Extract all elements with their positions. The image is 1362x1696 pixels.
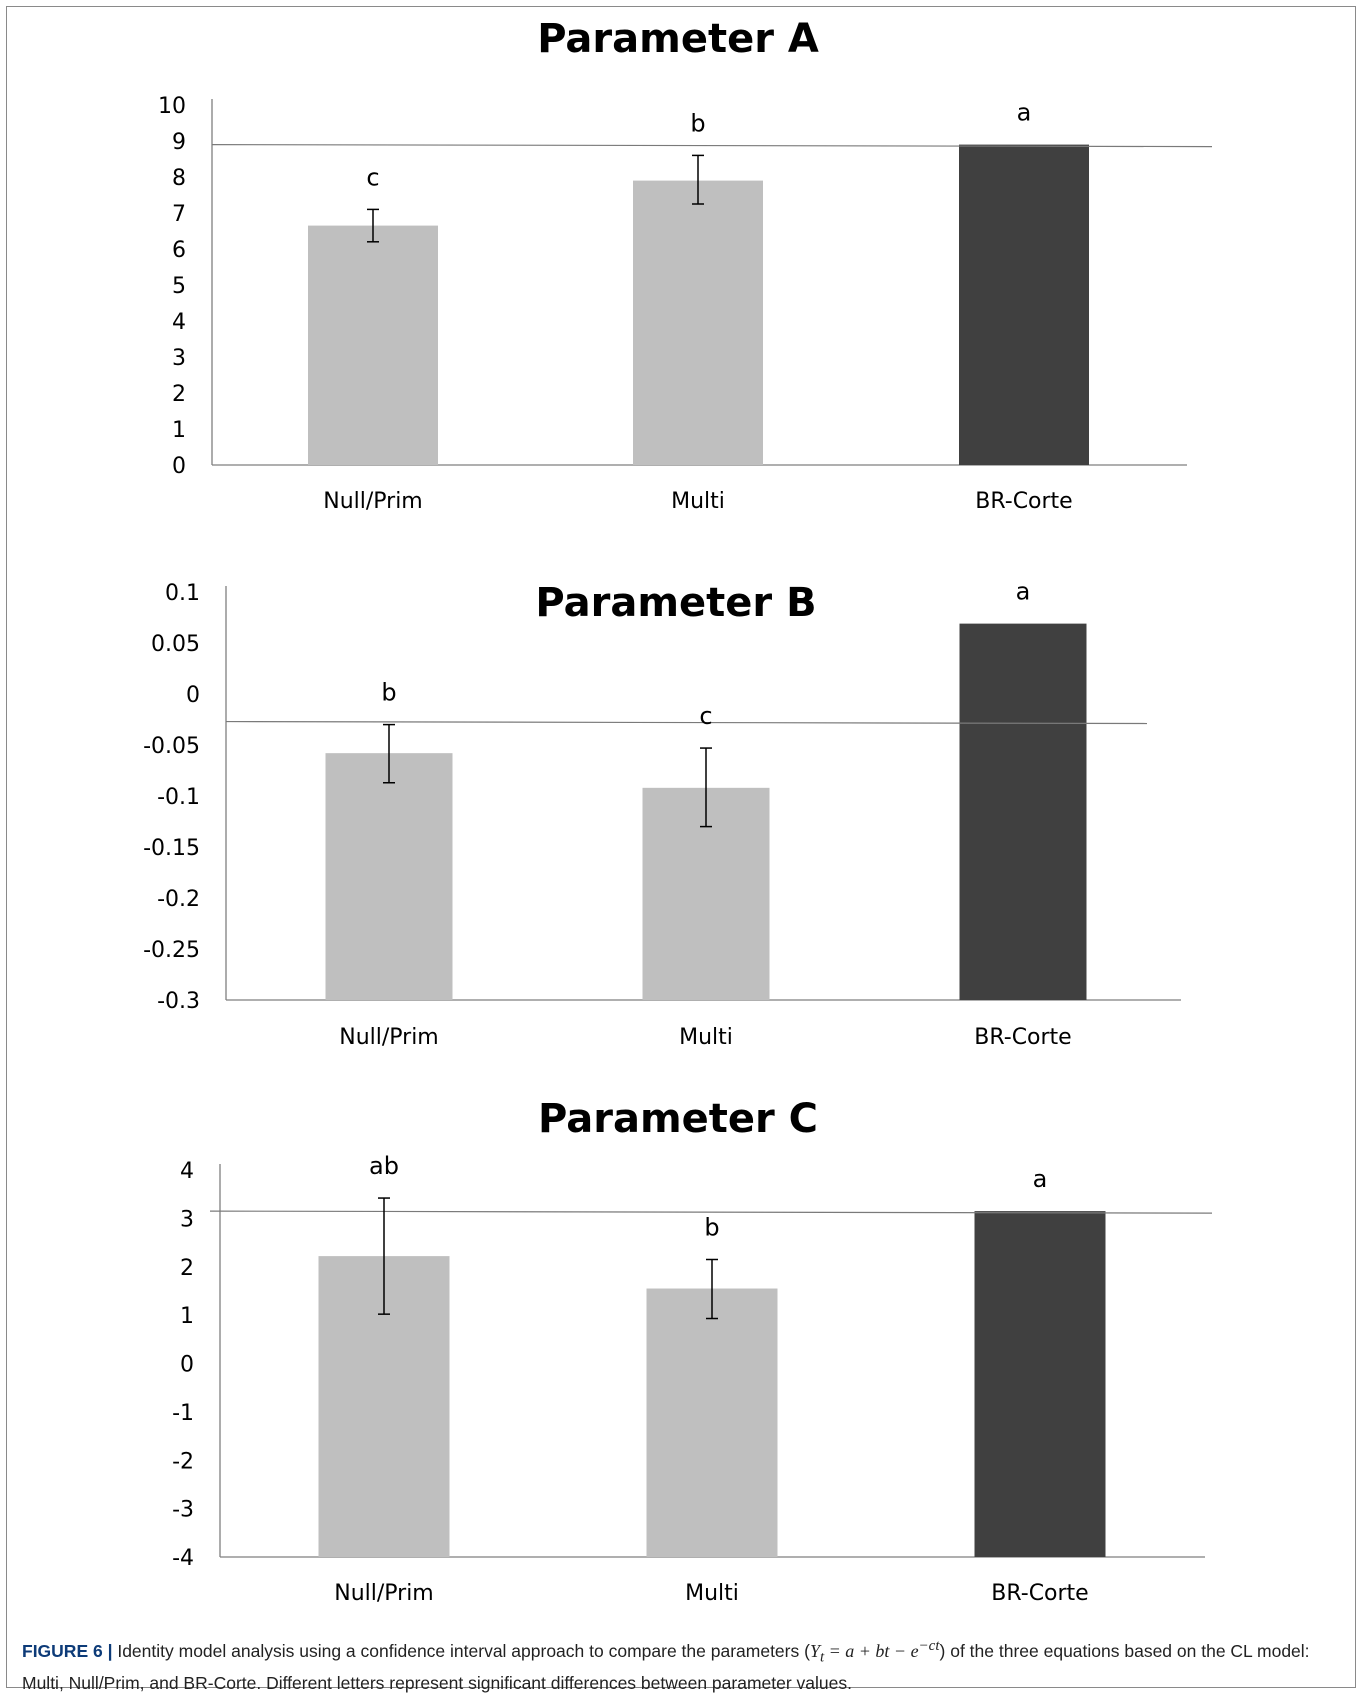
caption-equation-rest: = a + bt − e (824, 1641, 919, 1661)
chart2-significance-label: b (381, 679, 396, 707)
chart1-title: Parameter A (537, 16, 819, 62)
chart3-bar (646, 1288, 778, 1557)
chart2-ytick-label: 0 (186, 683, 200, 708)
chart3-category-label: Multi (685, 1581, 739, 1606)
chart2-reference-line (225, 720, 1148, 725)
caption-label: FIGURE 6 | (22, 1641, 113, 1661)
chart1-ytick-label: 10 (158, 94, 186, 119)
caption-equation-y: Y (809, 1641, 820, 1661)
caption-equation: Yt = a + bt − e−ct (809, 1638, 940, 1666)
chart1-ytick-label: 3 (172, 346, 186, 371)
chart1-ytick-label: 4 (172, 310, 186, 335)
chart2-ytick-label: -0.25 (143, 938, 200, 963)
chart3-category-label: Null/Prim (334, 1581, 434, 1606)
chart2-ytick-label: -0.05 (143, 734, 200, 759)
chart3-ytick-label: 3 (180, 1207, 194, 1232)
chart1-significance-label: c (366, 163, 379, 191)
chart3-reference-line (209, 1210, 1213, 1214)
chart1-reference-line (211, 144, 1213, 148)
chart1-bar (633, 180, 763, 465)
chart2-ytick-label: -0.3 (157, 989, 200, 1014)
chart3-ytick-label: 4 (180, 1159, 194, 1184)
chart1-significance-label: b (690, 109, 705, 137)
chart1-ytick-label: 7 (172, 202, 186, 227)
chart3-ytick-label: -3 (172, 1498, 194, 1523)
chart2-category-label: BR-Corte (974, 1025, 1071, 1050)
chart3-significance-label: ab (369, 1152, 399, 1180)
caption-text-before: Identity model analysis using a confiden… (112, 1641, 810, 1661)
chart3-bar (974, 1211, 1106, 1557)
chart1-significance-label: a (1017, 99, 1032, 127)
chart1-ytick-label: 6 (172, 238, 186, 263)
chart1-ytick-label: 8 (172, 166, 186, 191)
chart1-ytick-label: 0 (172, 454, 186, 479)
chart1-category-label: Multi (671, 489, 725, 514)
figure-frame (6, 6, 1356, 1688)
chart3-ytick-label: 2 (180, 1256, 194, 1281)
caption-equation-sub: t (819, 1649, 825, 1666)
chart2-significance-label: c (699, 702, 712, 730)
chart2-bar (959, 623, 1087, 1000)
chart1-ytick-label: 2 (172, 382, 186, 407)
chart3-ytick-label: 0 (180, 1353, 194, 1378)
chart3-ytick-label: 1 (180, 1304, 194, 1329)
chart2-category-label: Null/Prim (339, 1025, 439, 1050)
chart3-category-label: BR-Corte (991, 1581, 1088, 1606)
chart1-ytick-label: 1 (172, 418, 186, 443)
chart3-ytick-label: -2 (172, 1449, 194, 1474)
chart1-bar (959, 144, 1089, 465)
chart3-significance-label: b (704, 1213, 719, 1241)
chart2-significance-label: a (1016, 578, 1031, 606)
chart2-ytick-label: 0.1 (165, 581, 200, 606)
chart2-ytick-label: -0.1 (157, 785, 200, 810)
caption-text-after: ) of the three equations based on the CL… (22, 1641, 1310, 1693)
chart3-ytick-label: -4 (172, 1546, 194, 1571)
chart3-title: Parameter C (538, 1096, 818, 1142)
chart1-ytick-label: 9 (172, 130, 186, 155)
chart1-bar (308, 225, 438, 465)
caption-equation-sup: −ct (918, 1638, 940, 1654)
chart3-significance-label: a (1033, 1165, 1048, 1193)
chart2-category-label: Multi (679, 1025, 733, 1050)
chart1-category-label: Null/Prim (323, 489, 423, 514)
chart2-title: Parameter B (535, 580, 816, 626)
figure-caption: FIGURE 6 | Identity model analysis using… (22, 1634, 1340, 1696)
chart2-ytick-label: 0.05 (151, 632, 200, 657)
chart2-bar (325, 753, 453, 1000)
chart1-category-label: BR-Corte (975, 489, 1072, 514)
chart3-ytick-label: -1 (172, 1401, 194, 1426)
chart2-ytick-label: -0.15 (143, 836, 200, 861)
chart2-ytick-label: -0.2 (157, 887, 200, 912)
chart1-ytick-label: 5 (172, 274, 186, 299)
